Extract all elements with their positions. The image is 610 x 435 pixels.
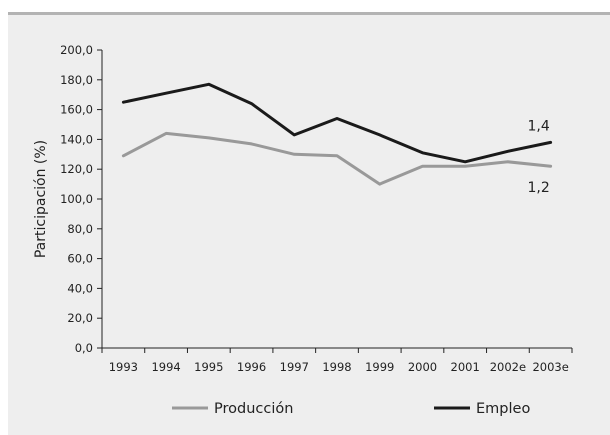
y-tick-label: 200,0 [60,43,93,57]
y-tick-label: 140,0 [60,132,93,146]
y-tick-label: 120,0 [60,162,93,176]
axes: 0,0 20,0 40,0 60,0 80,0 100,0 120,0 140,0 160,0 1… [33,43,573,374]
y-axis-label: Participación (%) [33,140,49,258]
series-end-label: 1,2 [528,180,550,196]
y-tick-label: 160,0 [60,103,93,117]
y-tick-label: 0,0 [75,341,93,355]
x-tick-label: 1993 [109,360,138,374]
y-tick-label: 60,0 [67,252,93,266]
y-tick-label: 80,0 [67,222,93,236]
x-tick-label: 1995 [194,360,223,374]
x-tick-label: 1997 [280,360,309,374]
series-line-produccion [121,131,553,186]
x-tick-label: 1996 [237,360,266,374]
top-rule [8,12,610,15]
legend: Producción Empleo [172,401,530,417]
chart-panel [8,15,610,435]
y-tick-label: 20,0 [67,311,93,325]
y-tick-label: 40,0 [67,281,93,295]
legend-label: Empleo [476,401,530,417]
series-end-label: 1,4 [528,118,550,134]
x-tick-label: 2003e [532,360,568,374]
x-tick-label: 2001 [451,360,480,374]
x-tick-label: 2002e [490,360,526,374]
x-tick-label: 1998 [322,360,351,374]
y-tick-label: 180,0 [60,73,93,87]
labels-layer: 1,2 1,4 [528,118,550,196]
y-tick-label: 100,0 [60,192,93,206]
x-tick-label: 1994 [151,360,180,374]
legend-label: Producción [214,401,293,417]
series-layer [121,82,553,186]
series-line-empleo [121,82,553,164]
x-tick-label: 2000 [408,360,437,374]
x-tick-label: 1999 [365,360,394,374]
